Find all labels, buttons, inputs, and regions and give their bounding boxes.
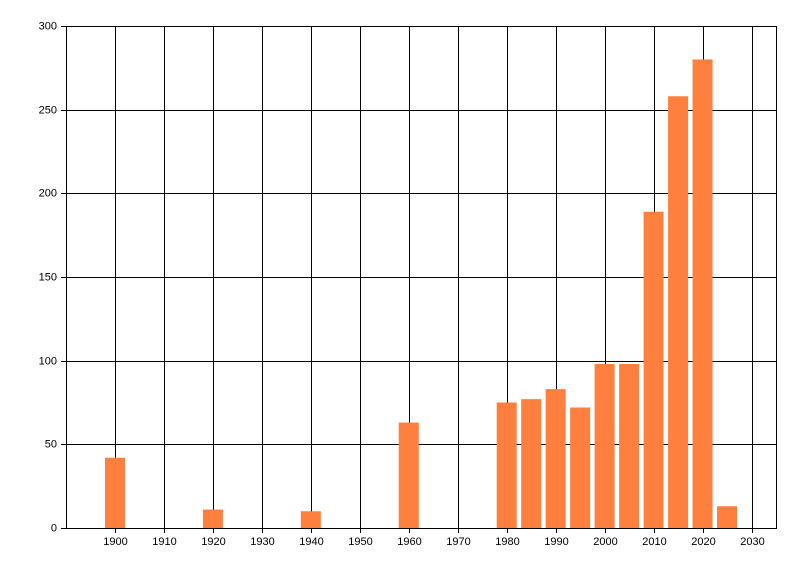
- y-tick-label: 200: [39, 187, 57, 199]
- x-tick-label: 2030: [740, 536, 764, 548]
- y-tick-label: 250: [39, 104, 57, 116]
- y-tick-label: 150: [39, 271, 57, 283]
- bar: [717, 506, 738, 528]
- x-tick-label: 1940: [299, 536, 323, 548]
- x-tick-label: 1950: [348, 536, 372, 548]
- bar: [545, 389, 566, 528]
- bar: [594, 364, 615, 528]
- bar: [692, 59, 713, 528]
- bar: [619, 364, 640, 528]
- x-tick-label: 1910: [152, 536, 176, 548]
- bar: [521, 399, 542, 528]
- y-tick-label: 100: [39, 355, 57, 367]
- bar: [398, 422, 419, 528]
- y-tick-label: 0: [51, 522, 57, 534]
- x-tick-label: 1920: [201, 536, 225, 548]
- x-tick-label: 2000: [593, 536, 617, 548]
- x-tick-label: 1990: [544, 536, 568, 548]
- y-tick-label: 50: [45, 438, 57, 450]
- bar: [300, 511, 321, 528]
- x-tick-label: 1930: [250, 536, 274, 548]
- x-tick-label: 2020: [691, 536, 715, 548]
- bar: [104, 457, 125, 528]
- y-tick-label: 300: [39, 20, 57, 32]
- bar: [496, 402, 517, 528]
- bar: [570, 407, 591, 528]
- bar: [202, 509, 223, 528]
- bar: [643, 211, 664, 529]
- x-tick-label: 1960: [397, 536, 421, 548]
- x-tick-label: 2010: [642, 536, 666, 548]
- x-tick-label: 1900: [103, 536, 127, 548]
- x-tick-label: 1970: [446, 536, 470, 548]
- bar: [668, 96, 689, 528]
- x-tick-label: 1980: [495, 536, 519, 548]
